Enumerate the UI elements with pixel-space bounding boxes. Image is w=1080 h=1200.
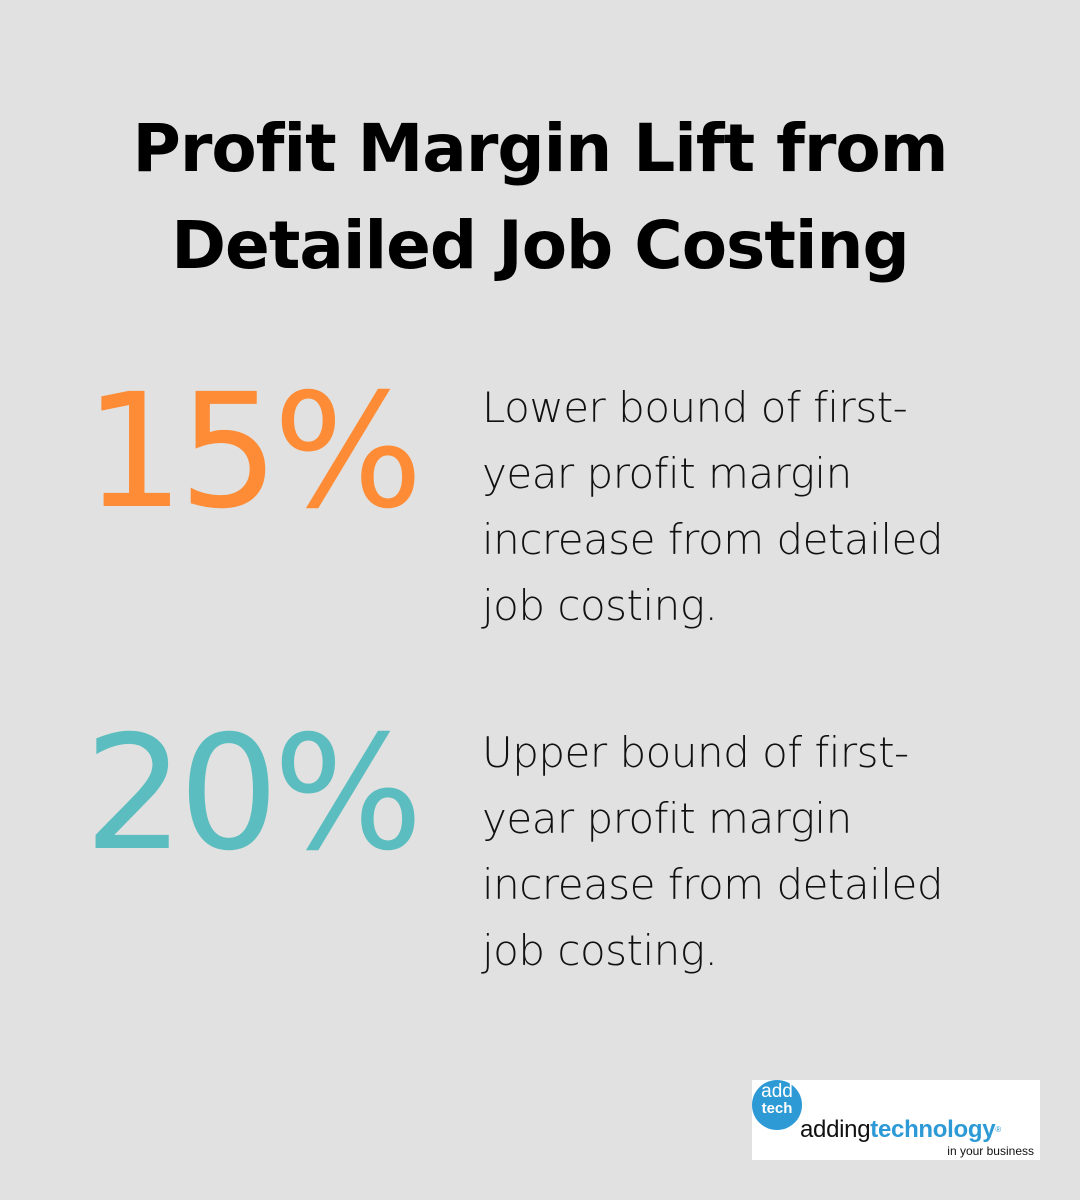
stat-description: Upper bound of first- year profit margin… bbox=[482, 720, 1002, 984]
brand-name: addingtechnology® bbox=[800, 1116, 1001, 1144]
badge-top-text: add bbox=[761, 1081, 793, 1102]
registered-mark: ® bbox=[995, 1125, 1001, 1134]
desc-line: year profit margin bbox=[482, 794, 852, 843]
desc-line: Upper bound of first- bbox=[482, 728, 909, 777]
desc-line: job costing. bbox=[482, 581, 718, 630]
stat-description: Lower bound of first- year profit margin… bbox=[482, 375, 1002, 639]
desc-line: increase from detailed bbox=[482, 860, 944, 909]
title-line-1: Profit Margin Lift from bbox=[132, 110, 948, 187]
brand-bold: technology bbox=[870, 1116, 996, 1143]
page-title: Profit Margin Lift from Detailed Job Cos… bbox=[0, 100, 1080, 294]
desc-line: job costing. bbox=[482, 926, 718, 975]
stat-value: 15% bbox=[84, 360, 423, 544]
desc-line: increase from detailed bbox=[482, 515, 944, 564]
brand-regular: adding bbox=[800, 1116, 871, 1143]
badge-bottom-text: tech bbox=[761, 1100, 793, 1117]
stat-value: 20% bbox=[84, 702, 423, 886]
company-logo: add tech addingtechnology® in your busin… bbox=[752, 1080, 1040, 1160]
brand-tagline: in your business bbox=[947, 1144, 1034, 1158]
title-line-2: Detailed Job Costing bbox=[171, 207, 909, 284]
desc-line: year profit margin bbox=[482, 449, 852, 498]
desc-line: Lower bound of first- bbox=[482, 383, 908, 432]
addtech-badge-icon: add tech bbox=[752, 1080, 802, 1130]
